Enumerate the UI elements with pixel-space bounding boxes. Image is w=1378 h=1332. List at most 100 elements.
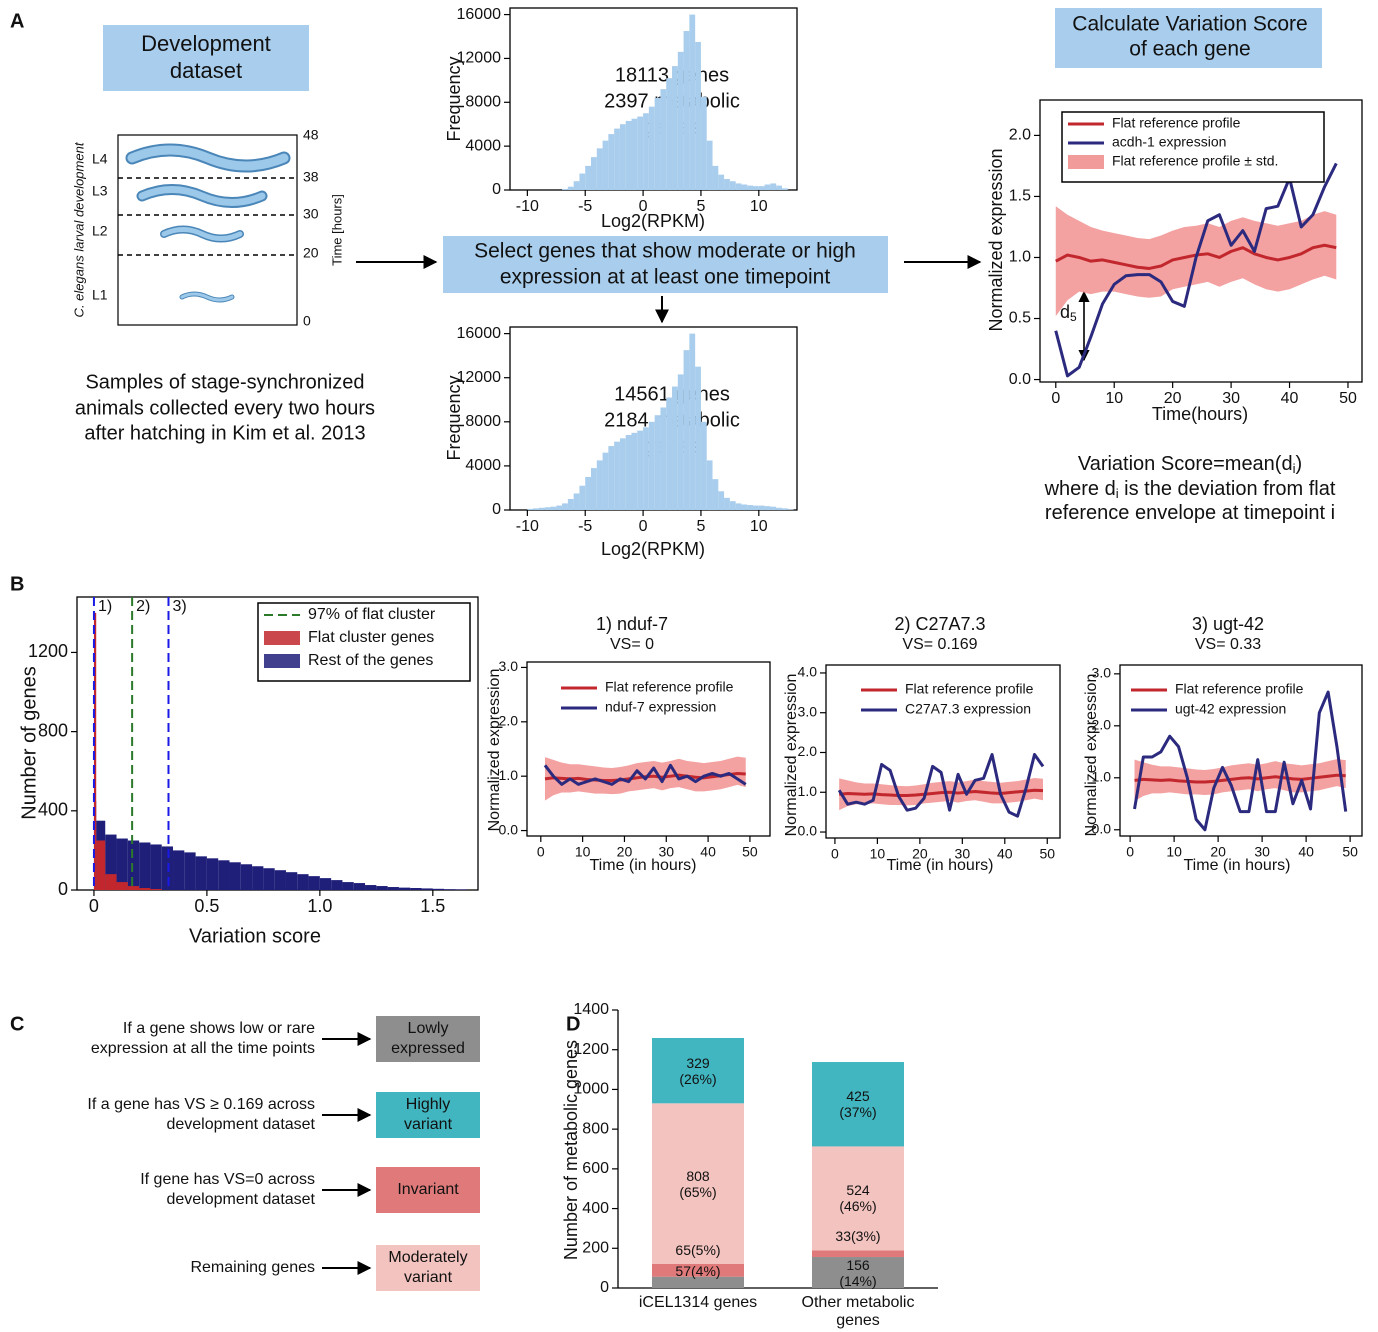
category-text: Lowly xyxy=(408,1020,449,1037)
histogram-bar xyxy=(689,334,695,510)
y-axis-label: Normalized expression xyxy=(1083,674,1100,837)
box-text: dataset xyxy=(170,58,242,83)
y-tick-label: 1.5 xyxy=(1009,188,1031,205)
x-tick-label: 0 xyxy=(831,846,839,862)
histogram-bar xyxy=(150,889,161,890)
histogram-bar xyxy=(620,438,626,510)
x-tick-label: 1.0 xyxy=(307,896,332,916)
x-tick-label: 10 xyxy=(750,198,768,215)
caption: Samples of stage-synchronized xyxy=(85,371,364,393)
histogram-bar xyxy=(655,98,661,190)
value-label: 524 (46%) xyxy=(834,1182,882,1214)
y-tick-label: 0.0 xyxy=(798,823,818,839)
category-text: Moderately xyxy=(388,1249,467,1266)
y-axis-label: Normalized expression xyxy=(986,148,1006,331)
histogram-bar xyxy=(718,491,724,510)
time-label: 48 xyxy=(303,127,319,143)
histogram-bar xyxy=(730,501,736,510)
histogram-bar xyxy=(591,157,597,190)
histogram-bar xyxy=(574,493,580,510)
legend-label: Flat reference profile xyxy=(905,681,1034,697)
x-axis-label: Time(hours) xyxy=(1152,404,1248,424)
box-text: Calculate Variation Score xyxy=(1072,13,1307,36)
histogram-bar xyxy=(765,506,771,510)
x-tick-label: 50 xyxy=(742,844,758,860)
chart-subtitle: VS= 0.169 xyxy=(902,636,977,653)
histogram-bar xyxy=(608,446,614,510)
histogram-bar xyxy=(331,880,342,890)
x-tick-label: -5 xyxy=(578,198,592,215)
histogram-bar xyxy=(753,186,759,190)
y-axis-label: Normalized expression xyxy=(486,669,503,832)
histogram-bar xyxy=(591,468,597,510)
histogram-bar xyxy=(173,850,184,890)
text-part: reference envelope at timepoint i xyxy=(1045,502,1335,524)
histogram-bar xyxy=(660,89,666,190)
histogram-bar xyxy=(632,119,638,190)
legend-label: Flat cluster genes xyxy=(308,629,434,646)
x-tick-label: 50 xyxy=(1342,844,1358,860)
category-text: variant xyxy=(404,1116,453,1133)
category-text: variant xyxy=(404,1269,453,1286)
histogram-bar xyxy=(684,31,690,190)
chart: 0.01.02.03.04.001020304050Time (in hours… xyxy=(783,614,1060,874)
histogram-bar xyxy=(196,856,207,890)
x-tick-label: 0 xyxy=(1051,390,1060,407)
histogram-bar xyxy=(579,174,585,190)
histogram-bar xyxy=(433,889,444,890)
stage-label: L2 xyxy=(92,223,108,239)
histogram-bar xyxy=(730,181,736,190)
stage-label: L4 xyxy=(92,151,108,167)
value-label: 329 (26%) xyxy=(674,1055,722,1087)
y-tick-label: 1400 xyxy=(573,1001,609,1018)
reference-label: 2) xyxy=(136,598,150,615)
text-part: where d xyxy=(1044,478,1116,500)
histogram-bar xyxy=(309,876,320,890)
y-tick-label: 0 xyxy=(492,501,501,518)
y-axis-label: Frequency xyxy=(444,375,464,460)
histogram-bar xyxy=(184,852,195,890)
panel-label: A xyxy=(10,10,24,32)
x-tick-label: 40 xyxy=(1281,390,1299,407)
histogram-bar xyxy=(354,883,365,890)
reference-label: 1) xyxy=(98,598,112,615)
x-tick-label: 50 xyxy=(1339,390,1357,407)
histogram-bar xyxy=(608,134,614,190)
y-tick-label: 2.0 xyxy=(1009,127,1031,144)
histogram-bar xyxy=(105,874,116,890)
histogram-bar xyxy=(218,860,229,890)
histogram-bar xyxy=(342,882,353,890)
legend-label: ugt-42 expression xyxy=(1175,701,1286,717)
histogram-bar xyxy=(736,183,742,190)
histogram-bar xyxy=(568,187,574,190)
histogram-bar xyxy=(741,504,747,510)
legend-label: Rest of the genes xyxy=(308,652,433,669)
y-tick-label: 4000 xyxy=(465,137,501,154)
legend-label: Flat reference profile xyxy=(1175,681,1304,697)
histogram-bar xyxy=(597,460,603,510)
histogram-bar xyxy=(672,66,678,190)
histogram-bar xyxy=(765,185,771,190)
box-text: of each gene xyxy=(1129,38,1250,61)
histogram-bar xyxy=(776,508,782,510)
x-tick-label: 0 xyxy=(639,518,648,535)
histogram-bar xyxy=(782,508,788,510)
x-tick-label: 0.5 xyxy=(194,896,219,916)
x-axis-label: Log2(RPKM) xyxy=(601,539,705,559)
histogram-bar xyxy=(139,842,150,890)
condition-text: development dataset xyxy=(166,1116,315,1133)
histogram-bar xyxy=(603,453,609,510)
stage-label: L1 xyxy=(92,287,108,303)
x-tick-label: 0 xyxy=(537,844,545,860)
variation-text: reference envelope at timepoint i xyxy=(1045,502,1335,524)
x-axis-label: Variation score xyxy=(189,925,321,947)
histogram-bar xyxy=(666,78,672,190)
y-tick-label: 200 xyxy=(582,1240,609,1257)
stage-label: L3 xyxy=(92,183,108,199)
histogram-bar xyxy=(568,499,574,510)
histogram-bar xyxy=(759,506,765,510)
histogram-bar xyxy=(684,350,690,510)
x-axis-label: Log2(RPKM) xyxy=(601,211,705,231)
